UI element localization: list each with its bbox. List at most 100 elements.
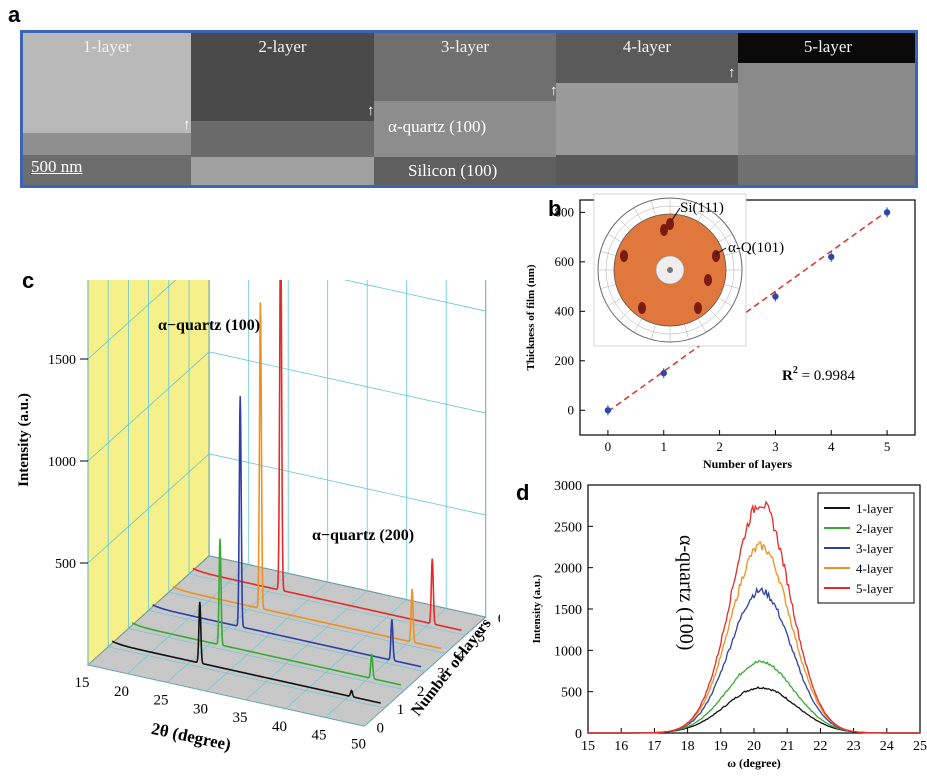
z-tick-label: 0 <box>377 720 385 736</box>
y-tick-label: 1000 <box>554 644 582 659</box>
x-tick-label: 17 <box>647 739 661 754</box>
x-tick-label: 50 <box>351 736 366 752</box>
sem-substrate-region <box>738 155 915 185</box>
arrow-up-icon: ↑ <box>728 65 736 81</box>
grid-line <box>324 608 447 718</box>
inset-spot <box>694 302 702 314</box>
x-tick-label: 5 <box>884 439 891 454</box>
x-tick-label: 1 <box>661 439 668 454</box>
y-axis-label: Intensity (a.u.) <box>16 393 32 487</box>
x-tick-label: 35 <box>233 710 248 726</box>
grid-line <box>148 610 426 672</box>
sem-film-region <box>23 133 191 155</box>
inset-grid-ring <box>605 205 735 335</box>
y-tick-label: 600 <box>555 254 575 269</box>
inset-label-si: Si(111) <box>680 200 724 216</box>
z-tick-label: 4 <box>457 647 465 663</box>
y-tick-label: 500 <box>55 557 76 572</box>
grid-line <box>206 581 328 692</box>
grid-line <box>364 616 486 727</box>
grid-line <box>108 646 385 709</box>
x-tick-label: 22 <box>813 739 827 754</box>
inset-spot <box>620 250 628 262</box>
sem-segment-1: 1-layer ↑ <box>23 33 191 185</box>
panel-letter-a: a <box>8 2 21 27</box>
x-tick-label: 25 <box>913 739 927 754</box>
legend-label: 2-layer <box>856 521 893 536</box>
sem-substrate-region <box>191 157 374 185</box>
peak-label-100: α−quartz (100) <box>158 317 260 334</box>
sem-film-region <box>738 63 915 155</box>
grid-line <box>188 573 466 636</box>
sem-film-region <box>556 83 738 155</box>
xrd-trace-layer-2 <box>131 538 402 686</box>
panel-letter-d: d <box>516 480 530 505</box>
sem-image-strip: 1-layer ↑ 2-layer ↑ 3-layer ↑ α-quartz (… <box>20 30 918 188</box>
grid-line <box>127 564 249 674</box>
panel-letter-b: b <box>548 196 562 221</box>
sem-label: 4-layer <box>622 37 672 56</box>
series-line-3-layer <box>588 586 920 734</box>
substrate-label: Silicon (100) <box>408 161 498 180</box>
legend-label: 1-layer <box>856 501 893 516</box>
sem-segment-4: 4-layer ↑ <box>556 33 738 185</box>
sem-top-region <box>738 33 915 63</box>
inset-spot <box>704 274 712 286</box>
data-point <box>604 407 612 414</box>
inset-center-dot <box>667 267 673 273</box>
inset-label-quartz: α-Q(101) <box>728 240 784 256</box>
y-axis-label: Intensity (a.u.) <box>531 574 543 643</box>
x-axis-label: Number of layers <box>703 457 792 471</box>
sem-label: 1-layer <box>82 37 132 56</box>
y-tick-label: 1000 <box>48 455 76 470</box>
xrd-trace-layer-4 <box>172 302 442 650</box>
sem-segment-5: 5-layer <box>738 33 915 185</box>
sem-label: 2-layer <box>258 37 307 56</box>
grid-line <box>245 590 368 701</box>
chart-b-thickness: 0 1 2 3 4 5 0 200 400 600 800 Number of layers Thick… <box>525 193 916 471</box>
y-tick-label: 800 <box>555 204 575 219</box>
legend-label: 4-layer <box>856 561 893 576</box>
x-tick-label: 19 <box>714 739 728 754</box>
y-tick-label: 2000 <box>554 562 582 577</box>
inset-pointer <box>715 247 727 255</box>
sem-substrate-region <box>556 155 738 185</box>
sem-top-region <box>374 33 556 101</box>
x-tick-label: 4 <box>828 439 835 454</box>
x-tick-label: 15 <box>75 675 90 691</box>
arrow-up-icon: ↑ <box>550 83 556 100</box>
film-label: α-quartz (100) <box>388 117 487 136</box>
y-tick-label: 2500 <box>554 520 582 535</box>
x-tick-label: 0 <box>605 439 612 454</box>
data-point <box>660 369 667 377</box>
x-tick-label: 15 <box>581 739 595 754</box>
arrow-up-icon: ↑ <box>367 103 374 119</box>
fit-line <box>607 210 888 413</box>
x-tick-label: 25 <box>154 693 169 709</box>
sem-label: 3-layer <box>440 37 490 56</box>
grid-line <box>87 664 365 727</box>
pole-figure-inset: Si(111) α-Q(101) <box>593 193 784 347</box>
xrd-trace-layer-5 <box>192 280 462 632</box>
y-axis-label: Thickness of film (nm) <box>525 264 537 370</box>
y-tick-label: 1500 <box>48 353 76 368</box>
y-tick-label: 1500 <box>554 603 582 618</box>
grid-line <box>209 555 486 618</box>
arrow-up-icon: ↑ <box>183 117 191 133</box>
series-line-2-layer <box>588 659 920 734</box>
y-tick-label: 0 <box>568 402 575 417</box>
x-tick-label: 3 <box>772 439 779 454</box>
scale-bar-label: 500 nm <box>31 157 83 176</box>
chart-c-xrd-3d: 5001000150020002500Intensity (a.u.)15202… <box>16 280 500 754</box>
grid-line <box>168 591 446 654</box>
sem-substrate-region <box>23 155 191 185</box>
x-axis-label: 2θ (degree) <box>150 719 233 754</box>
sem-film-region <box>374 101 556 157</box>
sem-segment-3: 3-layer ↑ α-quartz (100) Silicon (100) <box>374 33 556 185</box>
grid-line <box>87 555 210 666</box>
x-tick-label: 21 <box>780 739 794 754</box>
x-tick-label: 20 <box>114 684 129 700</box>
sem-top-region <box>23 33 191 133</box>
x-tick-label: 18 <box>681 739 695 754</box>
z-tick-label: 6 <box>498 611 500 627</box>
